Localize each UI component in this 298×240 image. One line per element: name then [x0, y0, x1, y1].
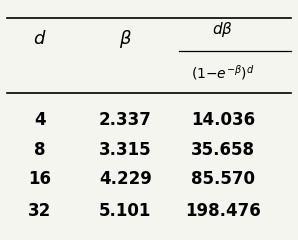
Text: 32: 32	[28, 202, 51, 220]
Text: 4: 4	[34, 111, 46, 129]
Text: 2.337: 2.337	[99, 111, 152, 129]
Text: 3.315: 3.315	[99, 141, 152, 159]
Text: 198.476: 198.476	[185, 202, 261, 220]
Text: 16: 16	[28, 170, 51, 188]
Text: 8: 8	[34, 141, 46, 159]
Text: 4.229: 4.229	[99, 170, 152, 188]
Text: $d\beta$: $d\beta$	[212, 20, 233, 39]
Text: 85.570: 85.570	[191, 170, 255, 188]
Text: $d$: $d$	[33, 30, 46, 48]
Text: 5.101: 5.101	[99, 202, 152, 220]
Text: $(1{-}e^{-\beta})^d$: $(1{-}e^{-\beta})^d$	[191, 63, 254, 82]
Text: $\beta$: $\beta$	[119, 28, 132, 50]
Text: 35.658: 35.658	[191, 141, 255, 159]
Text: 14.036: 14.036	[191, 111, 255, 129]
